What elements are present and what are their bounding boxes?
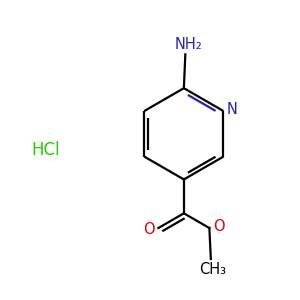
Text: N: N xyxy=(227,102,238,117)
Text: HCl: HCl xyxy=(31,141,60,159)
Text: CH₃: CH₃ xyxy=(199,262,226,277)
Text: NH₂: NH₂ xyxy=(174,37,202,52)
Text: O: O xyxy=(213,219,224,234)
Text: O: O xyxy=(143,222,155,237)
